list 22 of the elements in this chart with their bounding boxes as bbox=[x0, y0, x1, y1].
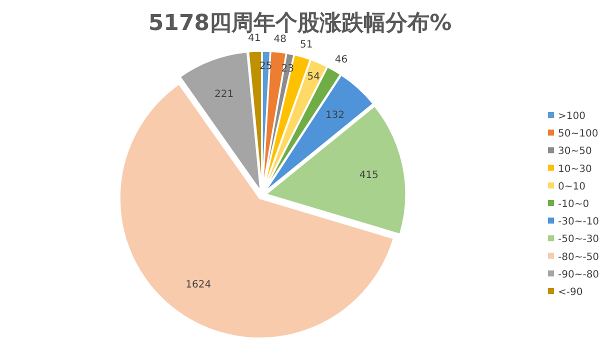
data-label: 415 bbox=[359, 170, 378, 181]
data-label: 41 bbox=[248, 33, 261, 44]
legend-label: -30~-10 bbox=[558, 216, 600, 228]
data-label: 54 bbox=[307, 72, 320, 83]
legend-label: 10~30 bbox=[558, 164, 592, 175]
legend-label: -50~-30 bbox=[558, 234, 600, 246]
data-label: 51 bbox=[300, 39, 313, 50]
data-label: 132 bbox=[325, 110, 345, 122]
legend-label: -10~0 bbox=[558, 199, 590, 210]
legend-label: 50~100 bbox=[558, 128, 598, 140]
data-label: 23 bbox=[281, 64, 294, 75]
data-label: 46 bbox=[334, 54, 348, 66]
data-label: 48 bbox=[274, 34, 286, 46]
data-label: 1624 bbox=[186, 279, 212, 290]
data-label: 25 bbox=[259, 61, 272, 72]
data-label: 221 bbox=[214, 88, 234, 100]
legend-label: 30~50 bbox=[558, 146, 592, 158]
legend-label: >100 bbox=[558, 111, 586, 122]
legend-label: -80~-50 bbox=[558, 252, 600, 263]
legend-label: -90~-80 bbox=[558, 269, 600, 280]
legend-label: 0~10 bbox=[558, 181, 586, 192]
legend-label: <-90 bbox=[558, 287, 583, 298]
